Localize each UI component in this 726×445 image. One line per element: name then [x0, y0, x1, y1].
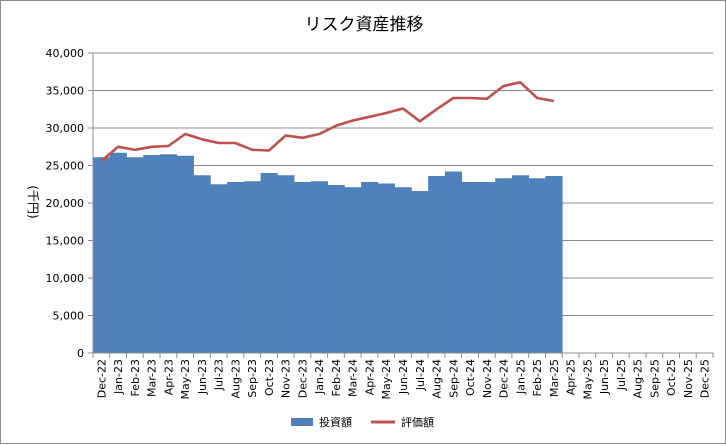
x-tick-label: Mar-23 — [146, 359, 159, 397]
x-tick-label: Dec-25 — [699, 359, 712, 398]
bar — [528, 178, 546, 353]
x-tick-label: Jan-25 — [514, 359, 527, 395]
bar — [428, 176, 446, 353]
bar — [277, 175, 295, 353]
bar — [394, 187, 412, 353]
bar — [478, 182, 496, 353]
bar — [126, 157, 144, 353]
y-tick-label: 5,000 — [53, 310, 85, 323]
chart-title: リスク資産推移 — [305, 15, 424, 35]
x-tick-label: Nov-23 — [280, 359, 293, 398]
bar — [93, 157, 111, 353]
legend: 投資額 評価額 — [291, 415, 434, 429]
x-tick-label: Apr-24 — [363, 359, 376, 395]
x-tick-label: Oct-23 — [263, 359, 276, 396]
y-tick-label: 20,000 — [46, 197, 85, 210]
bar — [109, 152, 127, 353]
bar — [361, 182, 379, 353]
bar — [444, 171, 463, 353]
x-tick-label: Oct-25 — [665, 359, 678, 396]
bar-series — [93, 152, 563, 353]
bar — [227, 182, 245, 353]
bar — [461, 182, 479, 353]
x-tick-label: Dec-24 — [498, 359, 511, 398]
bar — [210, 184, 228, 353]
x-tick-label: Jun-24 — [397, 359, 410, 395]
bar — [545, 176, 563, 353]
x-tick-label: Aug-25 — [632, 359, 645, 398]
x-tick-label: Dec-23 — [296, 359, 309, 398]
x-tick-label: Sep-23 — [246, 359, 259, 398]
x-tick-label: Mar-24 — [347, 359, 360, 397]
x-tick-label: Sep-24 — [447, 359, 460, 398]
x-tick-label: Mar-25 — [548, 359, 561, 397]
x-tick-label: Jun-23 — [196, 359, 209, 395]
line-series — [100, 81, 555, 162]
y-axis-label: (千円) — [26, 185, 40, 218]
bar — [327, 185, 345, 353]
bar — [310, 181, 328, 353]
y-tick-label: 0 — [77, 347, 84, 360]
legend-label-line: 評価額 — [401, 415, 434, 429]
bar — [143, 155, 161, 353]
x-tick-label: Aug-24 — [431, 359, 444, 398]
x-tick-labels: Dec-22 Jan-23 Feb-23 Mar-23 Apr-23 May-23 Jun-… — [95, 359, 711, 400]
bar — [260, 173, 278, 353]
y-tick-label: 15,000 — [46, 235, 85, 248]
x-tick-label: May-24 — [380, 359, 393, 400]
x-tick-label: Nov-25 — [682, 359, 695, 398]
bar — [511, 175, 530, 353]
x-tick-label: Nov-24 — [481, 359, 494, 398]
y-tick-label: 35,000 — [46, 85, 85, 98]
x-tick-label: Jul-23 — [213, 359, 226, 391]
x-tick-label: Aug-23 — [229, 359, 242, 398]
bar — [411, 191, 429, 353]
x-tick-label: Jan-24 — [313, 359, 326, 395]
y-tick-labels: 0 5,000 10,000 15,000 20,000 25,000 30,000 35,0… — [46, 47, 85, 360]
x-tick-label: Apr-23 — [162, 359, 175, 395]
x-tick-label: May-25 — [581, 359, 594, 400]
legend-label-bar: 投資額 — [319, 415, 352, 429]
bar — [294, 182, 312, 353]
bar — [243, 181, 261, 353]
bar — [495, 178, 513, 353]
bar — [160, 154, 178, 353]
x-tick-label: Feb-24 — [330, 359, 343, 396]
x-tick-label: Jul-24 — [414, 359, 427, 391]
x-tick-label: Dec-22 — [95, 359, 108, 398]
y-tick-label: 25,000 — [46, 160, 85, 173]
bar — [193, 175, 211, 353]
y-tick-label: 40,000 — [46, 47, 85, 60]
x-tick-label: Feb-23 — [129, 359, 142, 396]
x-tick-label: Sep-25 — [648, 359, 661, 398]
x-tick-label: May-23 — [179, 359, 192, 400]
line-path — [100, 81, 555, 162]
x-tick-label: Apr-25 — [565, 359, 578, 395]
y-tick-label: 30,000 — [46, 122, 85, 135]
bar — [344, 187, 362, 353]
legend-swatch-bar — [291, 418, 313, 426]
x-tick-label: Jan-23 — [112, 359, 125, 395]
axes — [92, 53, 714, 358]
y-tick-label: 10,000 — [46, 272, 85, 285]
x-tick-label: Feb-25 — [531, 359, 544, 396]
x-tick-label: Jun-25 — [598, 359, 611, 395]
x-tick-label: Oct-24 — [464, 359, 477, 396]
bar — [377, 183, 396, 353]
bar — [176, 155, 194, 353]
x-tick-label: Jul-25 — [615, 359, 628, 391]
